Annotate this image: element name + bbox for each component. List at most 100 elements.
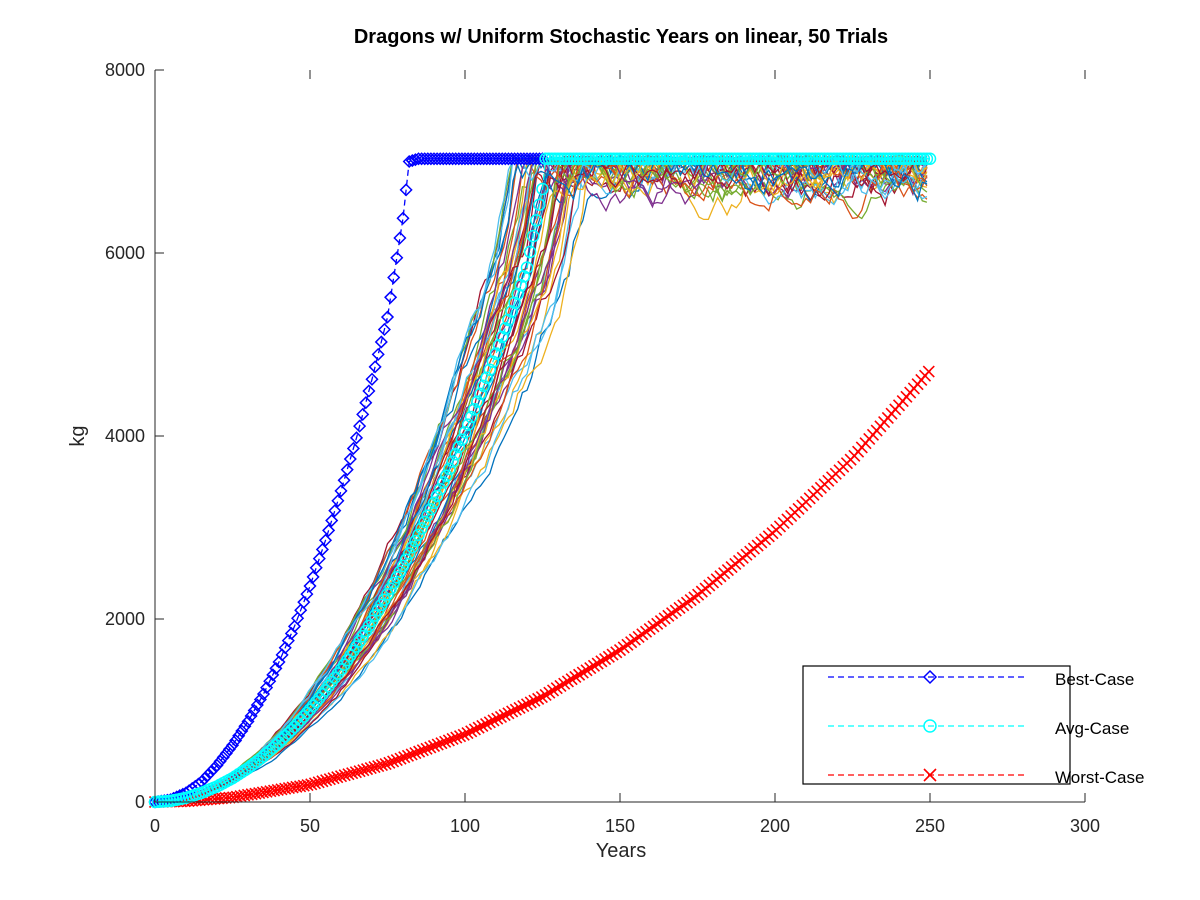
data-point xyxy=(253,692,267,707)
data-point xyxy=(592,152,605,166)
data-point xyxy=(697,152,710,166)
data-point xyxy=(495,152,509,166)
data-point xyxy=(297,595,311,609)
y-ticks: 0 2000 4000 6000 8000 xyxy=(105,60,164,812)
data-point xyxy=(416,744,429,757)
series-group xyxy=(148,152,937,809)
data-point xyxy=(861,152,875,166)
data-point xyxy=(356,407,370,421)
data-point xyxy=(554,152,568,166)
data-point xyxy=(849,152,862,166)
data-point xyxy=(427,496,441,510)
data-point xyxy=(437,476,450,489)
data-point xyxy=(502,313,515,327)
data-point xyxy=(390,251,404,265)
data-point xyxy=(323,773,336,786)
data-point xyxy=(520,698,534,711)
data-point xyxy=(320,774,333,787)
data-point xyxy=(383,756,396,769)
data-point xyxy=(576,666,589,679)
data-point xyxy=(864,152,878,166)
data-point xyxy=(532,692,545,705)
data-point xyxy=(449,152,463,166)
data-point xyxy=(539,688,552,701)
data-point xyxy=(923,152,937,166)
data-point xyxy=(331,494,345,508)
data-point xyxy=(564,152,577,166)
data-point xyxy=(542,152,555,166)
data-point xyxy=(294,603,308,617)
y-axis-label: kg xyxy=(67,425,89,446)
x-tick-label: 150 xyxy=(605,816,635,836)
data-point xyxy=(737,152,751,166)
data-point xyxy=(472,721,485,734)
data-point xyxy=(297,710,311,723)
data-point xyxy=(703,152,717,166)
data-point xyxy=(830,152,844,166)
data-point xyxy=(805,152,819,166)
data-point xyxy=(309,695,323,709)
data-point xyxy=(750,152,763,166)
data-point xyxy=(312,552,326,566)
data-point xyxy=(306,570,320,584)
data-point xyxy=(443,462,456,476)
data-point xyxy=(398,751,411,764)
data-point xyxy=(465,725,478,738)
data-point xyxy=(300,706,314,720)
data-point xyxy=(602,650,615,663)
data-point xyxy=(846,152,859,166)
data-point xyxy=(799,152,813,166)
data-point xyxy=(471,395,484,408)
data-point xyxy=(880,152,893,166)
data-point xyxy=(604,152,617,166)
data-point xyxy=(598,152,611,166)
data-point xyxy=(650,152,664,166)
data-point xyxy=(641,152,655,166)
data-point xyxy=(550,682,563,695)
data-point xyxy=(802,152,816,166)
data-point xyxy=(480,718,493,731)
data-point xyxy=(824,152,838,166)
data-point xyxy=(470,152,484,166)
data-point xyxy=(489,152,503,166)
data-point xyxy=(498,152,512,166)
x-axis-label: Years xyxy=(596,840,646,862)
legend-label: Worst-Case xyxy=(1055,768,1144,787)
data-point xyxy=(513,701,526,714)
data-point xyxy=(232,767,245,781)
data-point xyxy=(210,758,224,772)
data-point xyxy=(818,152,831,166)
y-tick-label: 0 xyxy=(135,792,145,812)
data-point xyxy=(409,746,422,760)
data-point xyxy=(833,152,847,166)
y-tick-label: 8000 xyxy=(105,60,145,80)
data-point xyxy=(316,775,329,788)
data-point xyxy=(450,731,463,744)
data-point xyxy=(638,152,652,166)
data-point xyxy=(781,152,794,166)
data-point xyxy=(812,152,825,166)
data-point xyxy=(725,152,738,166)
data-point xyxy=(394,752,407,765)
data-point xyxy=(229,769,242,783)
data-point xyxy=(731,152,745,166)
data-point xyxy=(843,152,856,166)
data-point xyxy=(523,152,537,166)
data-point xyxy=(740,152,754,166)
data-point xyxy=(543,686,556,699)
data-point xyxy=(911,152,924,166)
data-point xyxy=(774,152,788,166)
data-point xyxy=(495,330,509,344)
data-point xyxy=(291,611,305,625)
y-tick-label: 4000 xyxy=(105,426,145,446)
data-point xyxy=(442,152,457,166)
data-point xyxy=(494,710,508,723)
x-tick-label: 250 xyxy=(915,816,945,836)
data-point xyxy=(523,245,537,259)
data-point xyxy=(365,372,379,386)
data-point xyxy=(528,694,541,707)
data-point xyxy=(457,728,470,741)
x-tick-label: 100 xyxy=(450,816,480,836)
data-point xyxy=(768,152,782,166)
